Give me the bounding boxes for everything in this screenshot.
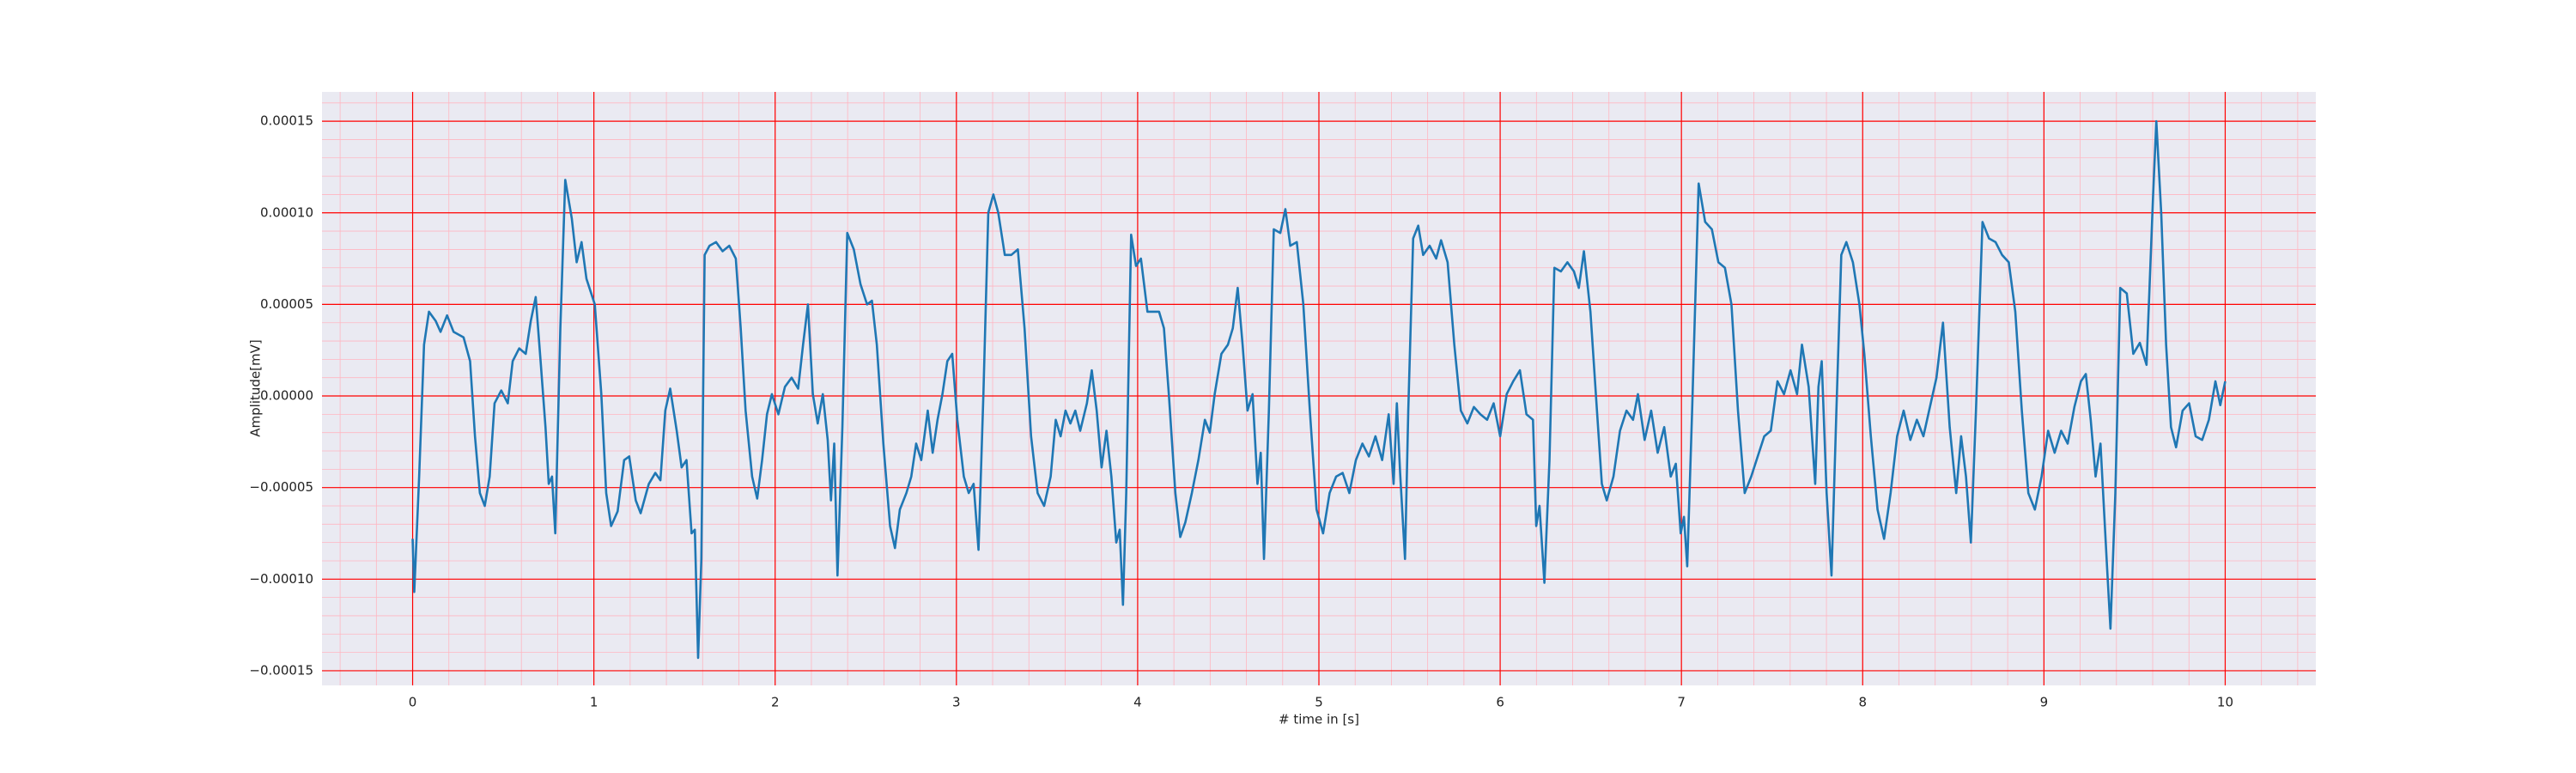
- y-tick-label: −0.00005: [249, 479, 313, 495]
- x-tick-label: 4: [1133, 695, 1142, 710]
- y-tick-label: −0.00010: [249, 571, 313, 587]
- x-tick-label: 7: [1677, 695, 1686, 710]
- x-tick-label: 1: [590, 695, 598, 710]
- x-tick-label: 5: [1315, 695, 1323, 710]
- y-tick-label: 0.00000: [260, 388, 313, 404]
- y-tick-label: 0.00015: [260, 113, 313, 129]
- y-tick-label: 0.00005: [260, 296, 313, 312]
- x-tick-label: 2: [771, 695, 780, 710]
- x-tick-label: 0: [409, 695, 417, 710]
- x-tick-label: 3: [952, 695, 961, 710]
- x-tick-label: 10: [2217, 695, 2233, 710]
- x-axis-label: # time in [s]: [1279, 712, 1359, 727]
- x-tick-label: 6: [1496, 695, 1504, 710]
- y-tick-label: 0.00010: [260, 204, 313, 220]
- y-axis-label: Amplitude[mV]: [248, 339, 264, 436]
- line-series: [411, 119, 2227, 660]
- x-tick-label: 8: [1858, 695, 1867, 710]
- x-tick-label: 9: [2040, 695, 2049, 710]
- y-tick-label: −0.00015: [249, 662, 313, 678]
